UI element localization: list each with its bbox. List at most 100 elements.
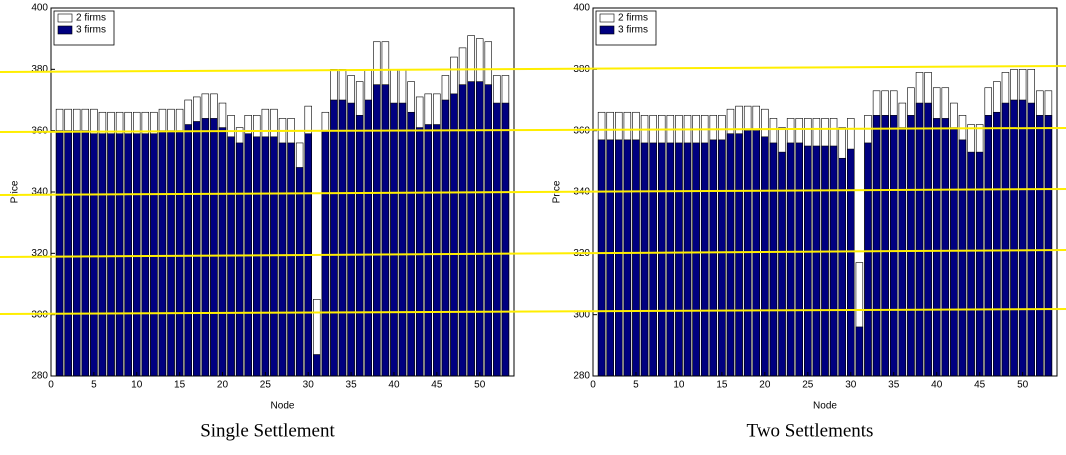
bar xyxy=(330,99,338,377)
bar xyxy=(683,142,692,377)
bar xyxy=(993,111,1001,377)
bar xyxy=(752,130,760,377)
bar xyxy=(124,133,132,377)
x-tick-label: 20 xyxy=(217,380,229,391)
y-tick-label: 360 xyxy=(31,125,48,136)
bar xyxy=(743,130,752,377)
bar xyxy=(90,133,98,377)
y-tick-label: 400 xyxy=(31,3,48,14)
bar xyxy=(847,148,855,377)
bar xyxy=(175,130,184,377)
bar xyxy=(424,124,432,377)
bar xyxy=(640,142,649,377)
legend-label: 3 firms xyxy=(618,25,648,36)
bar xyxy=(975,151,984,377)
x-tick-label: 10 xyxy=(673,380,685,391)
legend-swatch xyxy=(57,13,73,23)
bar xyxy=(270,136,278,377)
bar xyxy=(829,145,838,377)
yellow-line xyxy=(0,308,1066,315)
y-tick-label: 400 xyxy=(573,3,590,14)
bar xyxy=(804,145,812,377)
bar xyxy=(373,84,381,377)
bar xyxy=(1027,102,1035,377)
y-tick-label: 320 xyxy=(31,248,48,259)
bar xyxy=(493,102,501,377)
caption: Two Settlements xyxy=(747,420,874,441)
bar xyxy=(795,142,803,377)
bar xyxy=(1018,99,1027,377)
bar xyxy=(967,151,975,377)
bar xyxy=(1036,115,1044,377)
bar xyxy=(287,142,295,377)
bar xyxy=(64,130,72,377)
bar xyxy=(941,118,950,377)
x-tick-label: 10 xyxy=(131,380,143,391)
bar xyxy=(364,99,372,377)
bar xyxy=(907,115,915,377)
bar xyxy=(597,139,606,377)
x-tick-label: 0 xyxy=(590,380,596,391)
bar xyxy=(313,354,321,377)
bar xyxy=(458,84,467,377)
bar xyxy=(55,130,64,377)
bar xyxy=(81,130,90,377)
bar xyxy=(881,115,889,377)
bar xyxy=(193,121,201,377)
chart: 2803003203403603804000510152025303540455… xyxy=(10,3,515,441)
x-tick-label: 45 xyxy=(974,380,986,391)
legend-label: 2 firms xyxy=(618,13,648,24)
bar xyxy=(872,115,881,377)
bar xyxy=(666,142,675,377)
overlay-lines xyxy=(0,65,1066,315)
bar xyxy=(812,145,821,377)
y-tick-label: 300 xyxy=(573,309,590,320)
x-tick-label: 30 xyxy=(303,380,315,391)
bar xyxy=(958,139,967,377)
bar xyxy=(381,84,390,377)
yellow-line xyxy=(0,127,1066,133)
bar xyxy=(475,81,484,377)
x-tick-label: 25 xyxy=(260,380,272,391)
bar xyxy=(700,142,709,377)
bar xyxy=(735,133,743,377)
bar xyxy=(932,118,941,377)
bar xyxy=(218,127,227,377)
x-tick-label: 5 xyxy=(91,380,97,391)
bar xyxy=(890,115,898,377)
bar xyxy=(632,139,640,377)
bar xyxy=(398,102,407,377)
bar xyxy=(623,139,632,377)
bar xyxy=(606,139,614,377)
bar xyxy=(72,130,81,377)
bar xyxy=(786,142,795,377)
legend-label: 3 firms xyxy=(76,25,106,36)
bar xyxy=(1001,102,1010,377)
x-tick-label: 40 xyxy=(388,380,400,391)
x-tick-label: 50 xyxy=(474,380,486,391)
bar xyxy=(415,127,424,377)
legend-swatch xyxy=(599,13,615,23)
bar xyxy=(201,118,210,377)
x-tick-label: 35 xyxy=(346,380,358,391)
bar xyxy=(1044,115,1053,377)
bar xyxy=(855,326,864,377)
bar xyxy=(467,81,475,377)
bar xyxy=(321,130,330,377)
bar xyxy=(709,139,718,377)
bar xyxy=(778,151,786,377)
bar xyxy=(235,142,244,377)
bar xyxy=(150,133,158,377)
yellow-line xyxy=(0,249,1066,258)
bar xyxy=(184,124,192,377)
bar xyxy=(761,136,769,377)
bar xyxy=(924,102,932,377)
bar xyxy=(450,93,458,377)
x-tick-label: 30 xyxy=(845,380,857,391)
x-tick-label: 5 xyxy=(633,380,639,391)
legend-swatch xyxy=(57,25,73,35)
